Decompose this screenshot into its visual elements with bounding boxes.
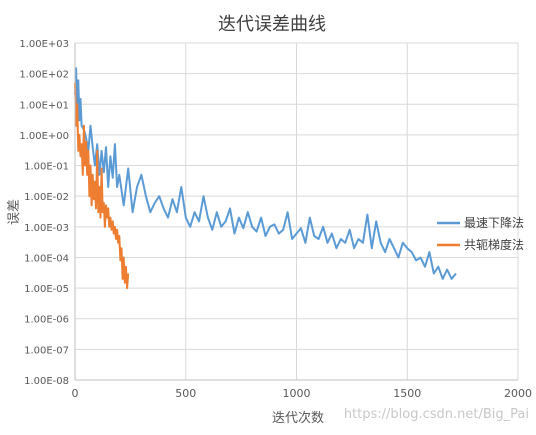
x-tick-label: 0	[72, 387, 79, 400]
y-tick-label: 1.00E+00	[19, 131, 69, 142]
y-tick-label: 1.00E-08	[24, 376, 69, 387]
x-axis-title: 迭代次数	[272, 410, 324, 426]
y-tick-label: 1.00E-04	[24, 253, 69, 264]
legend-label-2: 共轭梯度法	[464, 237, 524, 252]
y-tick-label: 1.00E-03	[24, 223, 69, 234]
watermark: https://blog.csdn.net/Big_Pai	[344, 407, 529, 422]
y-tick-label: 1.00E-05	[24, 284, 69, 295]
legend-label-1: 最速下降法	[464, 216, 524, 230]
y-tick-label: 1.00E+02	[19, 70, 69, 81]
y-tick-label: 1.00E+03	[19, 39, 69, 50]
series-line-1	[74, 67, 457, 280]
axes: 1.00E-08 1.00E-07 1.00E-06 1.00E-05 1.00E-04…	[19, 39, 532, 400]
y-tick-label: 1.00E-07	[24, 345, 69, 356]
series-layer	[74, 67, 457, 290]
y-tick-label: 1.00E-02	[24, 192, 69, 203]
x-tick-label: 2000	[504, 387, 532, 400]
y-tick-label: 1.00E-01	[24, 162, 69, 173]
series-line-2	[74, 82, 130, 290]
y-axis-title: 误差	[7, 199, 22, 225]
chart-title: 迭代误差曲线	[218, 14, 326, 35]
x-tick-label: 1500	[393, 387, 421, 400]
y-tick-label: 1.00E+01	[19, 100, 69, 111]
x-tick-label: 500	[175, 387, 196, 400]
y-tick-label: 1.00E-06	[24, 315, 69, 326]
x-tick-label: 1000	[283, 387, 311, 400]
